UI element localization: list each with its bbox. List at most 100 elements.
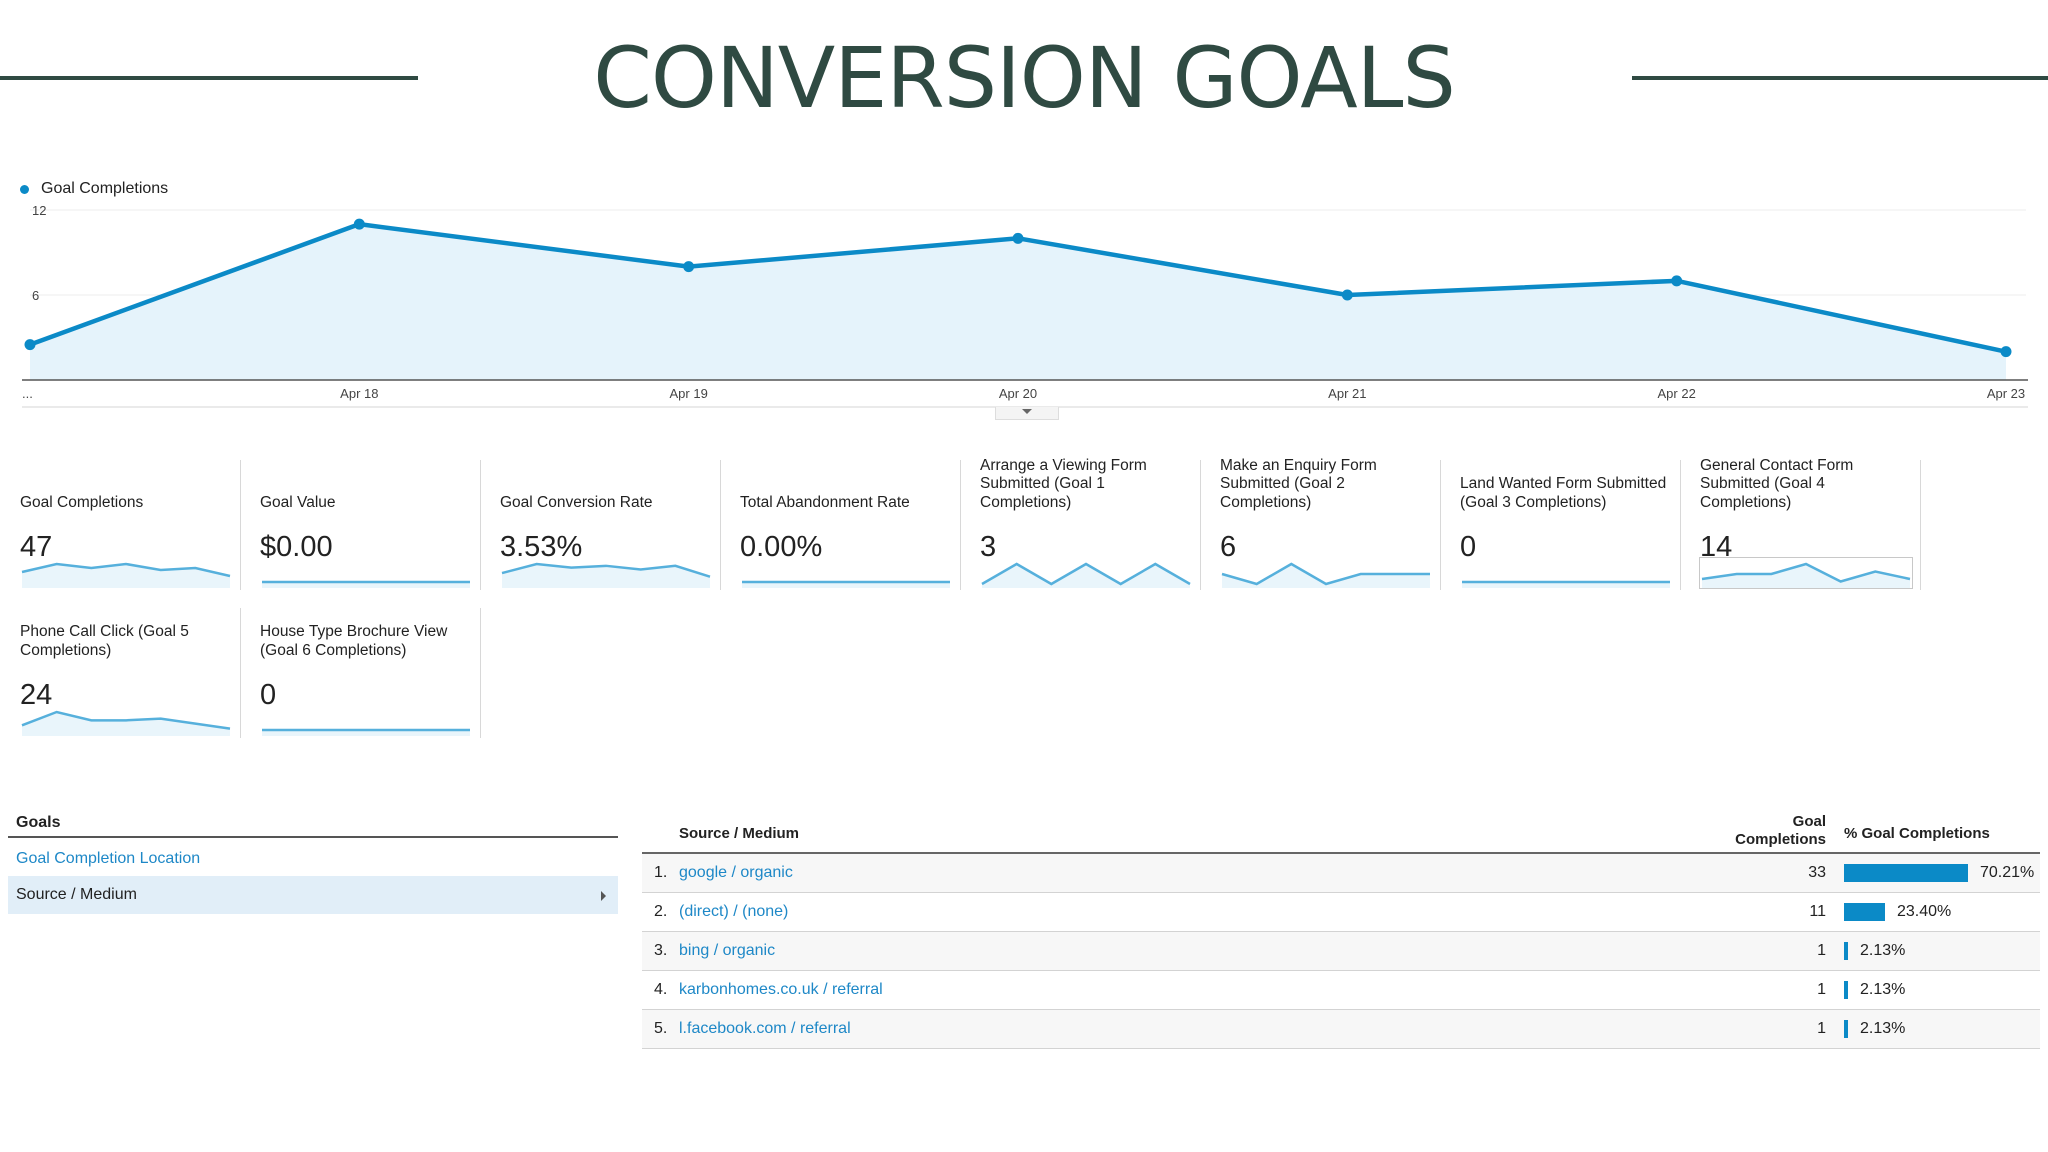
metric-value: 3: [980, 531, 997, 563]
goal-completions-header-line1: Goal: [1792, 813, 1826, 830]
percent-value: 2.13%: [1860, 942, 1906, 959]
title-divider-left: [0, 76, 418, 80]
metric-value: 0: [1460, 531, 1477, 563]
source-medium-link[interactable]: google / organic: [679, 864, 793, 881]
title-divider-right: [1632, 76, 2048, 80]
goals-heading: Goals: [8, 812, 618, 838]
sparkline-area: [1702, 564, 1910, 588]
sparkline: [742, 580, 950, 588]
sparkline-line: [21, 710, 231, 730]
metric-value: $0.00: [260, 531, 333, 563]
sparkline-line: [501, 562, 711, 578]
goal-completions-value: 1: [1817, 942, 1826, 959]
percent-value: 23.40%: [1897, 903, 1952, 920]
sparkline: [262, 580, 470, 588]
x-tick-label: Apr 19: [670, 386, 708, 401]
source-medium-link[interactable]: bing / organic: [679, 942, 776, 959]
percent-bar: [1844, 981, 1848, 999]
row-index: 1.: [654, 864, 668, 881]
goal-completions-chart[interactable]: 6 12... Apr 18 Apr 19 Apr 20 Apr 21 Apr 22 Apr …: [0, 200, 2048, 415]
sparkline: [1221, 562, 1430, 588]
goals-panel: Goals Goal Completion Location Source / …: [8, 812, 618, 914]
goal-completions-value: 11: [1809, 903, 1826, 920]
metric-label: Goal Completions: [20, 493, 144, 511]
metric-label: Make an Enquiry Form Submitted (Goal 2 C…: [1220, 456, 1377, 511]
metric-label: House Type Brochure View (Goal 6 Complet…: [260, 623, 448, 659]
chevron-right-icon: [601, 891, 606, 901]
data-point[interactable]: [353, 218, 365, 230]
metric-tile[interactable]: Goal Conversion Rate 3.53%: [480, 460, 721, 590]
goal-completions-value: 1: [1817, 1020, 1826, 1037]
metric-value: 3.53%: [500, 531, 583, 563]
metric-label: Total Abandonment Rate: [740, 493, 910, 511]
title-bar: CONVERSION GOALS: [0, 28, 2048, 128]
sparkline-area: [262, 730, 470, 736]
row-index: 2.: [654, 903, 668, 920]
legend-dot-icon: [20, 184, 29, 194]
series-area: [30, 224, 2006, 380]
percent-bar: [1844, 903, 1885, 921]
row-index: 3.: [654, 942, 668, 959]
percent-value: 70.21%: [1980, 864, 2035, 881]
chart-collapse-toggle[interactable]: [995, 407, 1059, 420]
source-medium-dimension[interactable]: Source / Medium: [8, 876, 618, 914]
sparkline: [981, 562, 1191, 588]
source-medium-link[interactable]: l.facebook.com / referral: [679, 1020, 851, 1037]
source-medium-table: Source / Medium Goal Completions % Goal …: [642, 812, 2040, 1049]
metric-tile[interactable]: General Contact Form Submitted (Goal 4 C…: [1680, 457, 1921, 590]
metric-tile[interactable]: Make an Enquiry Form Submitted (Goal 2 C…: [1200, 456, 1441, 590]
source-medium-link[interactable]: (direct) / (none): [679, 903, 789, 920]
metric-value: 6: [1220, 531, 1237, 563]
metric-tile[interactable]: Arrange a Viewing Form Submitted (Goal 1…: [960, 456, 1201, 590]
metric-value: 14: [1700, 531, 1733, 563]
sparkline-area: [262, 582, 470, 588]
data-point[interactable]: [2000, 346, 2012, 358]
y-tick-label: 12: [32, 203, 46, 218]
metric-label: Phone Call Click (Goal 5 Completions): [20, 623, 189, 659]
data-point[interactable]: [683, 261, 695, 273]
source-medium-column-header[interactable]: Source / Medium: [679, 825, 800, 842]
goal-completions-column-header[interactable]: Goal Completions: [1735, 813, 1826, 849]
sparkline-area: [502, 564, 710, 588]
x-tick-label: Apr 18: [340, 386, 378, 401]
sparkline: [21, 710, 231, 736]
metric-label: Goal Value: [260, 493, 336, 511]
sparkline-area: [742, 582, 950, 588]
goal-completions-header-line2: Completions: [1735, 831, 1826, 848]
sparkline: [1462, 580, 1670, 588]
data-point[interactable]: [1012, 232, 1024, 244]
sparkline-area: [1222, 564, 1430, 588]
sparkline-line: [21, 562, 231, 578]
percent-goal-completions-column-header[interactable]: % Goal Completions: [1844, 825, 1990, 842]
metric-tile[interactable]: Land Wanted Form Submitted (Goal 3 Compl…: [1440, 460, 1681, 590]
goal-completions-value: 1: [1817, 981, 1826, 998]
chart-legend[interactable]: Goal Completions: [20, 180, 168, 198]
metric-tile[interactable]: House Type Brochure View (Goal 6 Complet…: [240, 608, 481, 738]
goal-completions-value: 33: [1808, 864, 1826, 881]
row-index: 5.: [654, 1020, 668, 1037]
sparkline-area: [22, 712, 230, 736]
metric-tile[interactable]: Goal Completions 47: [0, 460, 241, 590]
sparkline: [262, 728, 470, 736]
percent-bar: [1844, 942, 1848, 960]
source-medium-label: Source / Medium: [16, 886, 137, 903]
y-tick-label: 6: [32, 288, 39, 303]
table-body: 1. google / organic 33 70.21% 2. (direct) / (…: [642, 854, 2040, 1049]
x-tick-label: Apr 22: [1658, 386, 1696, 401]
sparkline-line: [1221, 562, 1430, 586]
data-point[interactable]: [24, 339, 36, 351]
metric-label: Land Wanted Form Submitted (Goal 3 Compl…: [1460, 475, 1667, 511]
table-row: 3. bing / organic 1 2.13%: [642, 932, 2040, 971]
percent-bar: [1844, 864, 1968, 882]
goal-completion-location-link[interactable]: Goal Completion Location: [16, 850, 201, 867]
metric-tile[interactable]: Total Abandonment Rate 0.00%: [720, 460, 961, 590]
data-point[interactable]: [1671, 275, 1683, 287]
source-medium-link[interactable]: karbonhomes.co.uk / referral: [679, 981, 883, 998]
metric-tile[interactable]: Goal Value $0.00: [240, 460, 481, 590]
page-title: CONVERSION GOALS: [593, 29, 1456, 127]
data-point[interactable]: [1341, 289, 1353, 301]
metric-tile[interactable]: Phone Call Click (Goal 5 Completions) 24: [0, 608, 241, 738]
metric-label: Arrange a Viewing Form Submitted (Goal 1…: [980, 456, 1147, 511]
sparkline-line: [981, 562, 1191, 586]
metric-value: 47: [20, 531, 53, 563]
